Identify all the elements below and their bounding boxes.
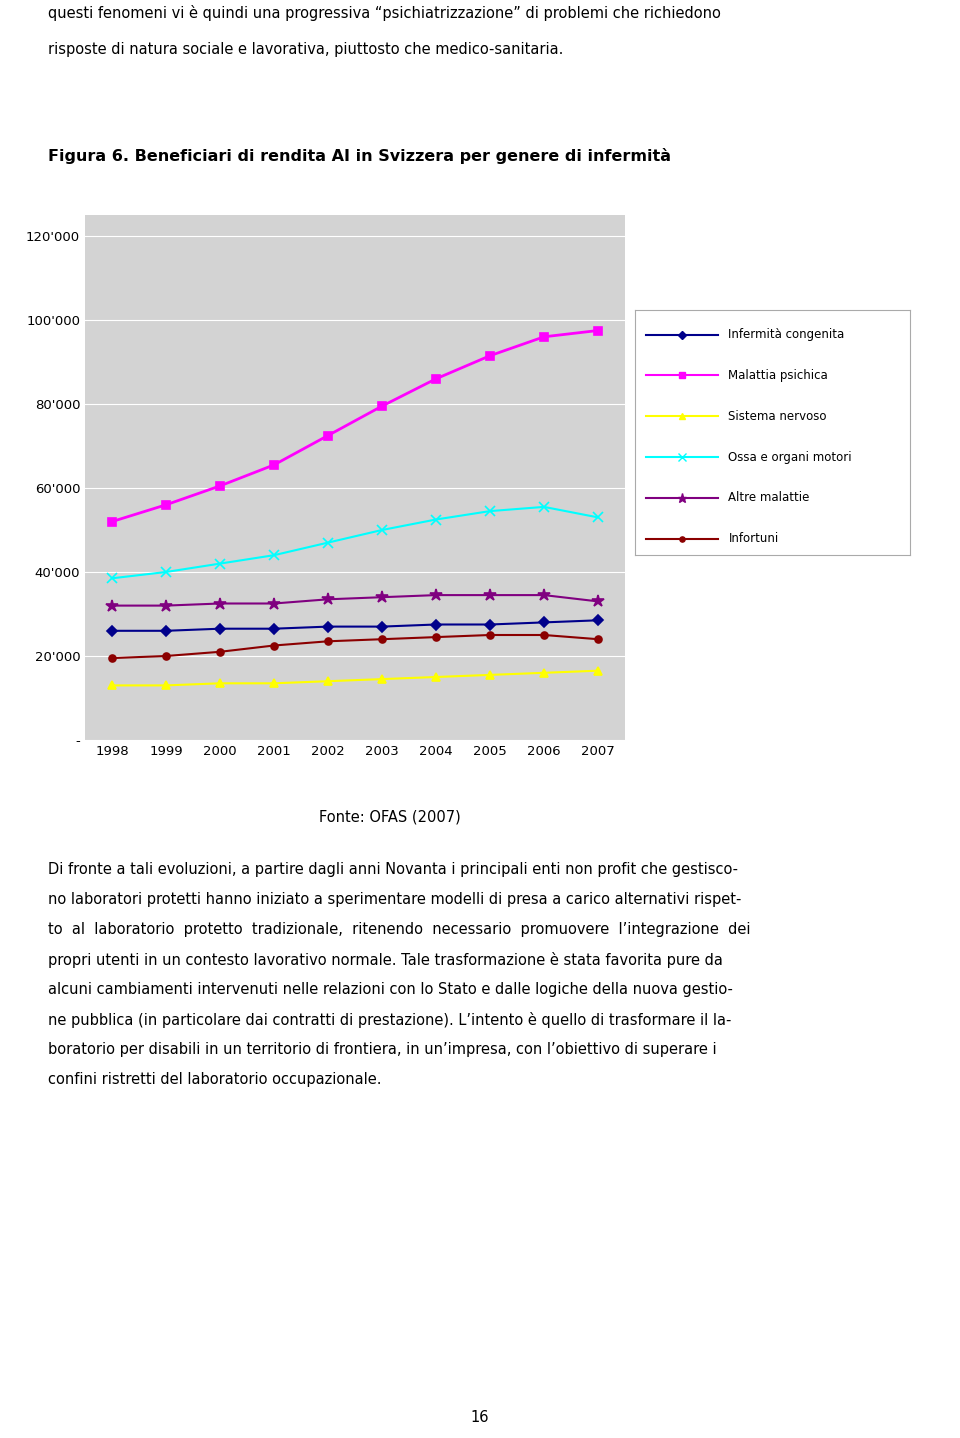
Malattia psichica — [484, 347, 495, 364]
Infortuni — [376, 631, 388, 649]
Ossa e organi motori — [107, 569, 118, 587]
Text: alcuni cambiamenti intervenuti nelle relazioni con lo Stato e dalle logiche dell: alcuni cambiamenti intervenuti nelle rel… — [48, 982, 732, 997]
Infermità congenita — [592, 611, 604, 628]
Text: 16: 16 — [470, 1411, 490, 1425]
Line: Malattia psichica: Malattia psichica — [108, 326, 602, 526]
Text: propri utenti in un contesto lavorativo normale. Tale trasformazione è stata fav: propri utenti in un contesto lavorativo … — [48, 952, 723, 968]
Ossa e organi motori — [592, 509, 604, 526]
Text: Infermità congenita: Infermità congenita — [729, 328, 845, 341]
Altre malattie — [160, 597, 172, 614]
Ossa e organi motori — [160, 564, 172, 581]
Sistema nervoso — [484, 666, 495, 683]
Malattia psichica — [592, 322, 604, 339]
Infortuni — [539, 627, 550, 644]
Sistema nervoso — [107, 677, 118, 695]
Infermità congenita — [160, 623, 172, 640]
Infermità congenita — [376, 618, 388, 636]
Altre malattie — [268, 595, 279, 613]
Text: Figura 6. Beneficiari di rendita AI in Svizzera per genere di infermità: Figura 6. Beneficiari di rendita AI in S… — [48, 148, 671, 164]
Infortuni — [484, 627, 495, 644]
Text: Altre malattie: Altre malattie — [729, 492, 810, 505]
Text: Fonte: OFAS (2007): Fonte: OFAS (2007) — [319, 810, 461, 825]
Malattia psichica — [107, 513, 118, 531]
Text: no laboratori protetti hanno iniziato a sperimentare modelli di presa a carico a: no laboratori protetti hanno iniziato a … — [48, 892, 741, 907]
Ossa e organi motori — [539, 499, 550, 516]
Text: to  al  laboratorio  protetto  tradizionale,  ritenendo  necessario  promuovere : to al laboratorio protetto tradizionale,… — [48, 922, 751, 938]
Altre malattie — [376, 588, 388, 605]
Malattia psichica — [376, 397, 388, 414]
Infermità congenita — [539, 614, 550, 631]
Sistema nervoso — [430, 669, 442, 686]
Text: risposte di natura sociale e lavorativa, piuttosto che medico-sanitaria.: risposte di natura sociale e lavorativa,… — [48, 42, 564, 58]
Text: Di fronte a tali evoluzioni, a partire dagli anni Novanta i principali enti non : Di fronte a tali evoluzioni, a partire d… — [48, 861, 738, 877]
Sistema nervoso — [323, 673, 334, 690]
Sistema nervoso — [214, 674, 226, 692]
Ossa e organi motori — [484, 502, 495, 519]
Infortuni — [430, 628, 442, 646]
Altre malattie — [484, 587, 495, 604]
Altre malattie — [592, 592, 604, 610]
Infortuni — [107, 650, 118, 667]
Text: Ossa e organi motori: Ossa e organi motori — [729, 450, 852, 463]
Ossa e organi motori — [214, 555, 226, 572]
Line: Infermità congenita: Infermità congenita — [108, 617, 602, 634]
Infermità congenita — [214, 620, 226, 637]
Infermità congenita — [430, 615, 442, 633]
Infortuni — [214, 643, 226, 660]
Altre malattie — [107, 597, 118, 614]
Text: boratorio per disabili in un territorio di frontiera, in un’impresa, con l’obiet: boratorio per disabili in un territorio … — [48, 1043, 716, 1057]
Altre malattie — [430, 587, 442, 604]
Text: ne pubblica (in particolare dai contratti di prestazione). L’intento è quello di: ne pubblica (in particolare dai contratt… — [48, 1012, 732, 1028]
Infortuni — [592, 631, 604, 649]
Sistema nervoso — [539, 664, 550, 682]
Altre malattie — [539, 587, 550, 604]
Text: Malattia psichica: Malattia psichica — [729, 368, 828, 383]
Ossa e organi motori — [430, 510, 442, 528]
Line: Infortuni: Infortuni — [108, 631, 602, 661]
Sistema nervoso — [376, 670, 388, 687]
Infermità congenita — [107, 623, 118, 640]
Malattia psichica — [323, 427, 334, 444]
Sistema nervoso — [160, 677, 172, 695]
Text: confini ristretti del laboratorio occupazionale.: confini ristretti del laboratorio occupa… — [48, 1071, 381, 1087]
Infermità congenita — [484, 615, 495, 633]
Infortuni — [323, 633, 334, 650]
Line: Altre malattie: Altre malattie — [106, 588, 604, 611]
Ossa e organi motori — [376, 522, 388, 539]
Line: Ossa e organi motori: Ossa e organi motori — [108, 502, 603, 584]
Line: Sistema nervoso: Sistema nervoso — [108, 667, 602, 690]
Sistema nervoso — [592, 661, 604, 679]
Malattia psichica — [268, 456, 279, 473]
Malattia psichica — [214, 477, 226, 495]
Infortuni — [268, 637, 279, 654]
Malattia psichica — [160, 496, 172, 513]
Text: questi fenomeni vi è quindi una progressiva “psichiatrizzazione” di problemi che: questi fenomeni vi è quindi una progress… — [48, 4, 721, 22]
Infermità congenita — [268, 620, 279, 637]
Text: Infortuni: Infortuni — [729, 532, 779, 545]
Altre malattie — [323, 591, 334, 608]
Text: Sistema nervoso: Sistema nervoso — [729, 410, 827, 423]
Infortuni — [160, 647, 172, 664]
Altre malattie — [214, 595, 226, 613]
Malattia psichica — [539, 328, 550, 345]
Ossa e organi motori — [268, 546, 279, 564]
Malattia psichica — [430, 370, 442, 387]
Sistema nervoso — [268, 674, 279, 692]
Ossa e organi motori — [323, 533, 334, 551]
Infermità congenita — [323, 618, 334, 636]
